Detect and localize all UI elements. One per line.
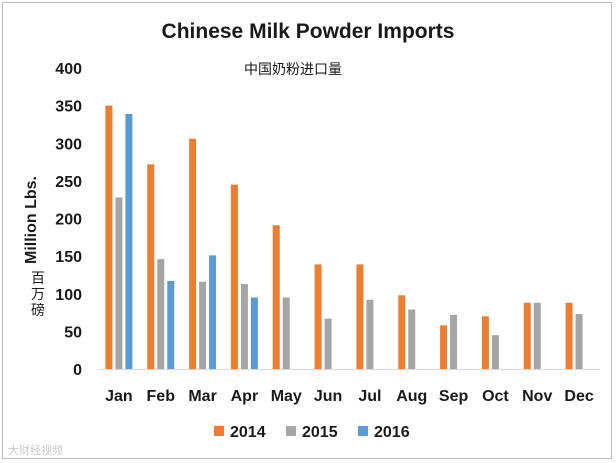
bar-2015-jul [366, 299, 374, 369]
bar-2015-apr [240, 283, 248, 369]
x-tick-label: Aug [396, 388, 427, 405]
bar-2015-may [282, 297, 290, 369]
bar-2015-oct [491, 335, 499, 369]
x-tick-label: Jun [314, 388, 342, 405]
watermark: 大财经视频 [8, 445, 63, 457]
x-tick-label: Mar [188, 388, 216, 405]
x-tick-label: Feb [147, 388, 176, 405]
legend-label-2016: 2016 [374, 424, 410, 441]
legend-swatch-2016 [358, 426, 368, 436]
bar-2015-sep [450, 314, 458, 369]
bar-2014-jan [105, 105, 113, 369]
y-tick-label: 400 [55, 61, 82, 78]
x-tick-label: Dec [564, 388, 593, 405]
y-axis-label-chinese: 百万磅 [31, 270, 45, 318]
y-tick-label: 150 [55, 249, 82, 266]
y-tick-label: 350 [55, 99, 82, 116]
bar-2014-dec [565, 302, 573, 369]
legend-swatch-2014 [214, 426, 224, 436]
x-tick-label: Sep [439, 388, 469, 405]
bar-2014-nov [523, 302, 531, 369]
bar-2015-jan [115, 197, 123, 369]
bar-2015-nov [533, 302, 541, 369]
bar-2016-jan [125, 113, 133, 369]
bar-2016-feb [167, 280, 175, 369]
legend-label-2014: 2014 [230, 424, 266, 441]
legend-swatch-2015 [286, 426, 296, 436]
legend-label-2015: 2015 [302, 424, 338, 441]
bar-2014-oct [481, 316, 489, 369]
x-tick-label: Apr [231, 388, 259, 405]
bar-2014-apr [230, 184, 238, 369]
bar-2015-mar [199, 281, 207, 369]
bar-2015-feb [157, 259, 165, 369]
y-tick-label: 200 [55, 212, 82, 229]
bar-2014-mar [189, 138, 197, 369]
y-tick-label: 0 [73, 362, 82, 379]
bar-2016-mar [209, 255, 217, 369]
bar-2014-aug [398, 295, 406, 369]
x-tick-label: Oct [482, 388, 509, 405]
y-tick-label: 250 [55, 174, 82, 191]
bar-2015-aug [408, 309, 416, 369]
bar-2014-sep [440, 325, 448, 369]
y-tick-label: 50 [64, 324, 82, 341]
y-tick-label: 300 [55, 136, 82, 153]
chart-title: Chinese Milk Powder Imports [161, 20, 455, 43]
bar-2016-apr [250, 297, 258, 369]
chart-subtitle: 中国奶粉进口量 [244, 61, 342, 77]
x-tick-label: Nov [522, 388, 552, 405]
y-tick-label: 100 [55, 287, 82, 304]
chart-frame [2, 2, 612, 459]
bar-2014-may [272, 225, 280, 369]
bar-2015-dec [575, 314, 583, 369]
x-tick-label: Jul [358, 388, 381, 405]
x-tick-label: May [271, 388, 302, 405]
bar-2015-jun [324, 318, 332, 369]
x-tick-label: Jan [105, 388, 133, 405]
bar-2014-jul [356, 264, 364, 369]
bar-2014-jun [314, 264, 322, 369]
bar-2014-feb [147, 164, 155, 369]
